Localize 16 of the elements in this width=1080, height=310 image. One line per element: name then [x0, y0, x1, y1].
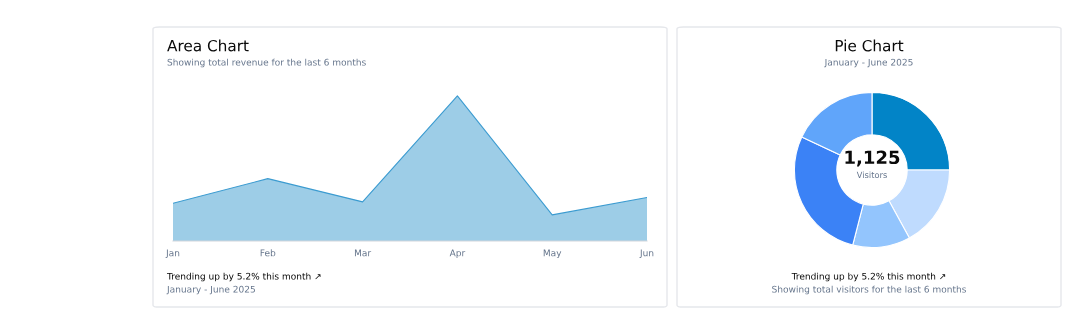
- x-tick-label: Feb: [260, 249, 276, 257]
- chart-title: Pie Chart: [835, 39, 904, 52]
- x-tick-label: May: [543, 249, 562, 259]
- text: January - June 2025: [166, 285, 255, 295]
- text: Visitors: [856, 171, 887, 179]
- x-tick-label: Jun: [639, 249, 654, 258]
- chart-subtitle: Showing total revenue for the last 6 months: [167, 58, 366, 68]
- x-tick-label: Apr: [449, 249, 466, 259]
- text: Trending up by 5.2% this month ↗: [166, 272, 321, 282]
- x-tick-label: Jan: [165, 249, 180, 258]
- x-tick-label: Mar: [354, 249, 372, 257]
- text: 1,125: [845, 150, 900, 167]
- chart-title: Area Chart: [167, 39, 249, 52]
- text: Showing total visitors for the last 6 months: [772, 285, 966, 295]
- chart-subtitle: January - June 2025: [824, 58, 913, 68]
- text: Trending up by 5.2% this month ↗: [791, 272, 946, 282]
